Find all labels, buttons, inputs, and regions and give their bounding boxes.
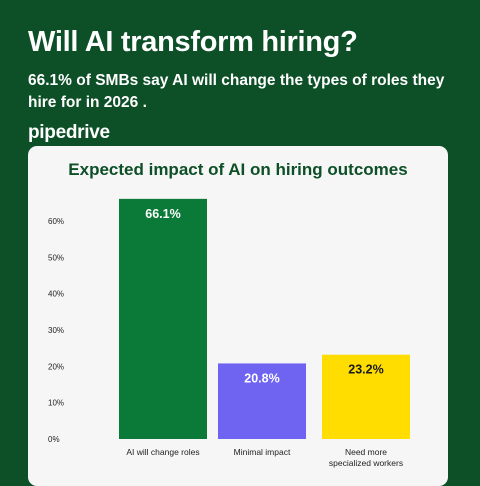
y-tick-label: 60% (48, 217, 64, 226)
subheadline: 66.1% of SMBs say AI will change the typ… (28, 72, 445, 111)
x-category-label: Minimal impact (234, 447, 291, 457)
bar (218, 363, 306, 439)
headline: Will AI transform hiring? (28, 26, 358, 58)
y-tick-label: 30% (48, 326, 64, 335)
chart-title: Expected impact of AI on hiring outcomes (68, 160, 408, 179)
x-category-label: AI will change roles (126, 447, 199, 457)
category-label-line: specialized workers (329, 458, 403, 468)
bar-value-label: 23.2% (348, 363, 383, 377)
bar (322, 354, 410, 439)
y-tick-label: 40% (48, 290, 64, 299)
y-tick-label: 20% (48, 362, 64, 371)
y-tick-label: 50% (48, 253, 64, 262)
y-tick-label: 0% (48, 435, 60, 444)
bar (119, 198, 207, 439)
chart-card: Expected impact of AI on hiring outcomes… (28, 146, 448, 486)
category-label-line: AI will change roles (126, 447, 199, 457)
category-label-line: Minimal impact (234, 447, 291, 457)
bar-chart: 0% 10% 20% 30% 40% 50% 60% 66.1% AI will change … (48, 198, 410, 468)
y-tick-label: 10% (48, 399, 64, 408)
bar-value-label: 20.8% (244, 371, 279, 385)
bar-value-label: 66.1% (145, 207, 180, 221)
category-label-line: Need more (345, 447, 387, 457)
x-category-label: Need more specialized workers (329, 447, 403, 468)
pipedrive-logo: pipedrive (28, 122, 110, 143)
